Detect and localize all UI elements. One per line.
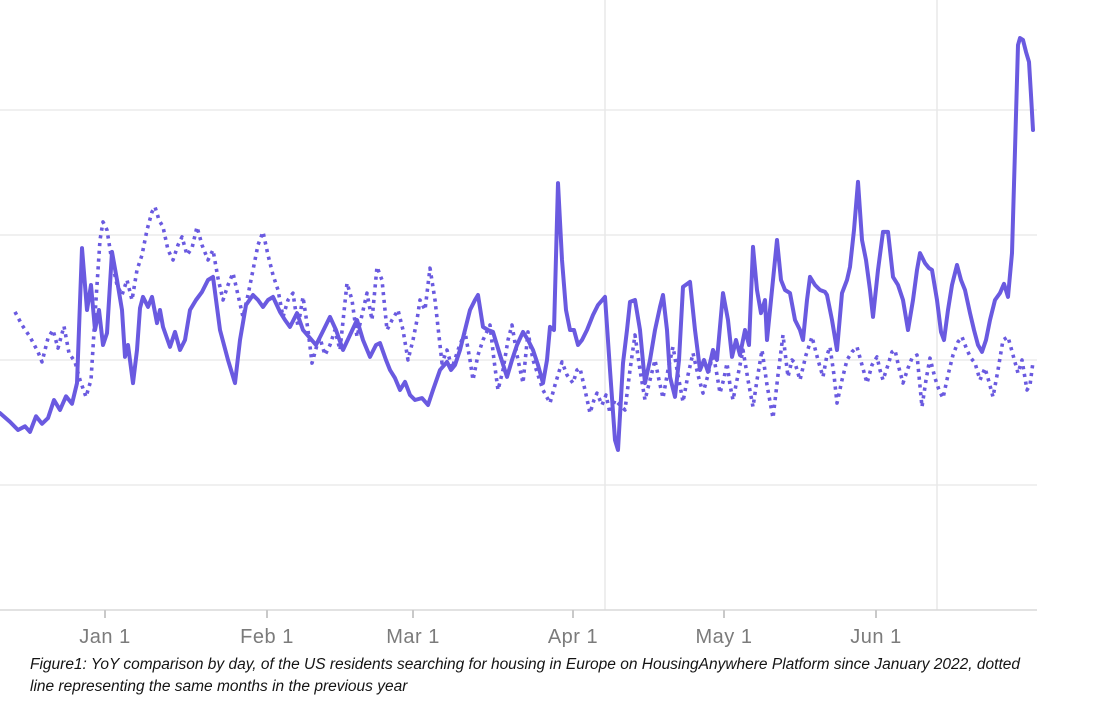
x-tick-label: Apr 1 — [548, 626, 598, 648]
x-tick-label: Jan 1 — [79, 626, 130, 648]
yoy-line-chart: Jan 1 Feb 1 Mar 1 Apr 1 May 1 Jun 1 — [0, 0, 1037, 648]
x-tick-label: May 1 — [696, 626, 753, 648]
figure-caption: Figure1: YoY comparison by day, of the U… — [30, 656, 1020, 696]
horizontal-gridlines — [0, 109, 1037, 486]
x-tick-label: Feb 1 — [240, 626, 294, 648]
series-current-year-line — [0, 36, 1035, 452]
x-axis — [0, 609, 1037, 618]
x-axis-tick-labels: Jan 1 Feb 1 Mar 1 Apr 1 May 1 Jun 1 — [79, 626, 901, 648]
x-tick-label: Mar 1 — [386, 626, 440, 648]
x-tick-label: Jun 1 — [850, 626, 901, 648]
chart-series — [0, 36, 1035, 452]
